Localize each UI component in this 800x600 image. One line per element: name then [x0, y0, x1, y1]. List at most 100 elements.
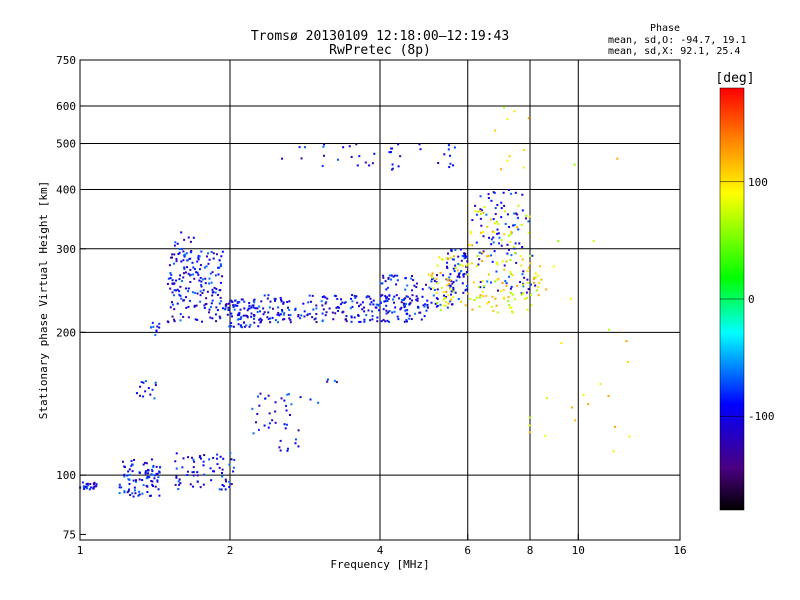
- echo-point: [435, 278, 438, 281]
- echo-point: [182, 272, 185, 275]
- echo-point: [209, 467, 212, 470]
- echo-point: [415, 298, 418, 301]
- echo-point: [485, 255, 488, 258]
- echo-point: [368, 295, 371, 298]
- echo-point: [189, 273, 192, 276]
- echo-point: [503, 264, 506, 267]
- echo-point: [426, 305, 429, 308]
- echo-point: [140, 381, 143, 384]
- echo-point: [333, 294, 336, 297]
- echo-point: [196, 480, 199, 483]
- echo-point: [489, 218, 492, 221]
- echo-point: [284, 427, 287, 430]
- echo-point: [414, 312, 417, 315]
- echo-point: [133, 486, 136, 489]
- echo-point: [494, 222, 497, 225]
- echo-point: [184, 271, 187, 274]
- echo-point: [176, 302, 179, 305]
- echo-point: [314, 317, 317, 320]
- echo-point: [212, 456, 215, 459]
- x-tick-label: 8: [527, 544, 534, 557]
- echo-point: [449, 273, 452, 276]
- echo-point: [302, 302, 305, 305]
- echo-point: [400, 306, 403, 309]
- echo-point: [376, 316, 379, 319]
- echo-point: [192, 458, 195, 461]
- echo-point: [433, 288, 436, 291]
- colorbar-tick-label: 100: [748, 176, 768, 189]
- echo-point: [149, 393, 152, 396]
- echo-point: [230, 483, 233, 486]
- echo-point: [421, 288, 424, 291]
- echo-point: [459, 263, 462, 266]
- echo-point: [94, 485, 97, 488]
- y-tick-label: 500: [56, 138, 76, 151]
- echo-point: [89, 486, 92, 489]
- echo-point: [500, 216, 503, 219]
- echo-point: [383, 300, 386, 303]
- echo-point: [465, 288, 468, 291]
- echo-point: [285, 404, 288, 407]
- echo-point: [178, 478, 181, 481]
- echo-point: [486, 225, 489, 228]
- echo-point: [496, 261, 499, 264]
- echo-point: [226, 313, 229, 316]
- echo-point: [133, 489, 136, 492]
- echo-point: [194, 318, 197, 321]
- echo-point: [173, 318, 176, 321]
- echo-point: [156, 480, 159, 483]
- echo-point: [204, 282, 207, 285]
- echo-point: [501, 260, 504, 263]
- echo-point: [372, 303, 375, 306]
- echo-point: [464, 254, 467, 257]
- x-tick-label: 2: [227, 544, 234, 557]
- echo-point: [130, 460, 133, 463]
- echo-point: [466, 285, 469, 288]
- echo-point: [426, 306, 429, 309]
- echo-point: [408, 297, 411, 300]
- echo-point: [153, 397, 156, 400]
- echo-point: [345, 315, 348, 318]
- echo-point: [227, 302, 230, 305]
- echo-point: [288, 414, 291, 417]
- echo-point: [494, 213, 497, 216]
- echo-point: [274, 410, 277, 413]
- echo-point: [413, 284, 416, 287]
- echo-point: [462, 291, 465, 294]
- echo-point: [465, 255, 468, 258]
- echo-point: [393, 274, 396, 277]
- echo-point: [258, 318, 261, 321]
- echo-point: [202, 460, 205, 463]
- echo-point: [203, 304, 206, 307]
- y-tick-label: 400: [56, 184, 76, 197]
- echo-point: [192, 474, 195, 477]
- echo-point: [493, 250, 496, 253]
- echo-point: [371, 310, 374, 313]
- echo-point: [448, 279, 451, 282]
- echo-point: [118, 486, 121, 489]
- echo-point: [430, 280, 433, 283]
- echo-point: [269, 300, 272, 303]
- echo-point: [477, 286, 480, 289]
- echo-point: [214, 291, 217, 294]
- echo-point: [294, 442, 297, 445]
- echo-point: [500, 201, 503, 204]
- echo-point: [525, 214, 528, 217]
- echo-point: [501, 281, 504, 284]
- echo-point: [481, 260, 484, 263]
- echo-point: [392, 298, 395, 301]
- echo-point: [481, 279, 484, 282]
- echo-point: [216, 293, 219, 296]
- echo-point: [216, 463, 219, 466]
- echo-point: [204, 277, 207, 280]
- echo-point: [491, 230, 494, 233]
- echo-point: [336, 306, 339, 309]
- echo-point: [411, 294, 414, 297]
- phase-heading: Phase: [650, 23, 680, 34]
- echo-point: [445, 257, 448, 260]
- echo-point: [343, 301, 346, 304]
- echo-point: [341, 311, 344, 314]
- echo-point: [221, 307, 224, 310]
- echo-point: [175, 257, 178, 260]
- echo-point: [445, 296, 448, 299]
